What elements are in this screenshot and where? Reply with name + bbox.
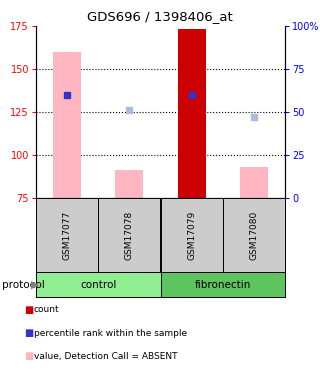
Text: control: control xyxy=(80,279,116,290)
Bar xyxy=(240,167,268,198)
Text: value, Detection Call = ABSENT: value, Detection Call = ABSENT xyxy=(34,352,177,361)
Text: ■: ■ xyxy=(24,328,33,338)
Text: GDS696 / 1398406_at: GDS696 / 1398406_at xyxy=(87,10,233,24)
Text: GSM17079: GSM17079 xyxy=(187,210,196,260)
Text: ▶: ▶ xyxy=(31,279,39,290)
Text: ■: ■ xyxy=(24,351,33,361)
Bar xyxy=(53,52,81,198)
Text: protocol: protocol xyxy=(2,279,44,290)
Text: percentile rank within the sample: percentile rank within the sample xyxy=(34,329,187,338)
Bar xyxy=(116,171,143,198)
Text: fibronectin: fibronectin xyxy=(195,279,251,290)
Text: GSM17078: GSM17078 xyxy=(125,210,134,260)
Text: count: count xyxy=(34,306,59,315)
Text: GSM17077: GSM17077 xyxy=(63,210,72,260)
Text: GSM17080: GSM17080 xyxy=(249,210,258,260)
Text: ■: ■ xyxy=(24,305,33,315)
Bar xyxy=(178,30,206,198)
